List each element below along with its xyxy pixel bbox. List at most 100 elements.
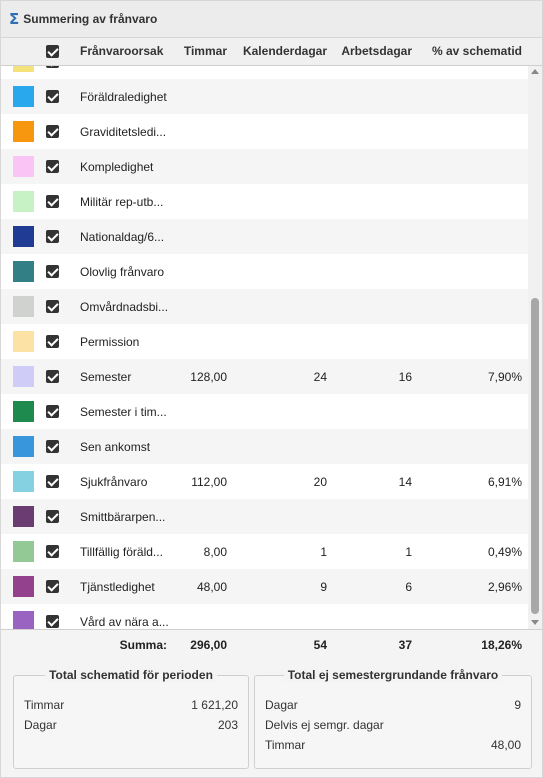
table-row[interactable]: Nationaldag/6... — [1, 219, 528, 254]
absence-reason-name: Sen ankomst — [80, 440, 151, 454]
label: Timmar — [265, 738, 306, 752]
panel-title: Summering av frånvaro — [23, 12, 158, 26]
scrollbar-thumb[interactable] — [531, 298, 539, 614]
row-checkbox[interactable] — [46, 510, 59, 523]
table-row[interactable]: Smittbärarpen... — [1, 499, 528, 534]
column-header-hours[interactable]: Timmar — [183, 44, 227, 58]
scroll-up-arrow-icon[interactable] — [531, 69, 539, 74]
label: Dagar — [265, 698, 298, 712]
table-row[interactable]: Omvårdnadsbi... — [1, 289, 528, 324]
absence-reason-name: Tjänstledighet — [80, 580, 155, 594]
absence-reason-name: Permission — [80, 335, 140, 349]
non-vacation-days-line: Dagar 9 — [265, 698, 521, 714]
cell-hours: 48,00 — [196, 580, 227, 594]
select-all-checkbox[interactable] — [46, 45, 59, 58]
table-row[interactable]: Tjänstledighet 48,00 9 6 2,96% — [1, 569, 528, 604]
table-row[interactable]: Semester i tim... — [1, 394, 528, 429]
summary-row: Summa: 296,00 54 37 18,26% — [1, 629, 542, 659]
table-row[interactable]: Kompledighet — [1, 149, 528, 184]
scroll-down-arrow-icon[interactable] — [531, 620, 539, 625]
absence-reason-name: Graviditetsledi... — [80, 125, 167, 139]
table-row[interactable]: Sjukfrånvaro 112,00 20 14 6,91% — [1, 464, 528, 499]
cell-cal: 9 — [320, 580, 327, 594]
row-checkbox[interactable] — [46, 405, 59, 418]
label: Delvis ej semgr. dagar — [265, 718, 384, 732]
row-checkbox[interactable] — [46, 335, 59, 348]
color-swatch — [13, 401, 34, 422]
table-row[interactable]: Permission — [1, 324, 528, 359]
summary-pct-schedule: 18,26% — [481, 638, 522, 652]
cell-work: 14 — [398, 475, 412, 489]
row-checkbox[interactable] — [46, 230, 59, 243]
table-row[interactable]: Föräldraledighet — [1, 79, 528, 114]
table-row[interactable]: Vård av nära a... — [1, 604, 528, 629]
row-checkbox[interactable] — [46, 475, 59, 488]
table-row[interactable]: Tillfällig föräld... 8,00 1 1 0,49% — [1, 534, 528, 569]
color-swatch — [13, 436, 34, 457]
color-swatch — [13, 471, 34, 492]
row-checkbox[interactable] — [46, 615, 59, 628]
row-checkbox[interactable] — [46, 300, 59, 313]
vertical-scrollbar[interactable] — [528, 66, 542, 629]
total-schedule-hours-line: Timmar 1 621,20 — [24, 698, 238, 714]
partial-non-vacation-days-line: Delvis ej semgr. dagar — [265, 718, 521, 734]
value: 48,00 — [490, 738, 521, 752]
color-swatch — [13, 296, 34, 317]
absence-reason-name: Nationaldag/6... — [80, 230, 165, 244]
absence-reason-name: Kompledighet — [80, 160, 154, 174]
summary-label: Summa: — [119, 638, 167, 652]
row-checkbox[interactable] — [46, 195, 59, 208]
label: Timmar — [24, 698, 65, 712]
cell-pct: 6,91% — [487, 475, 522, 489]
row-checkbox[interactable] — [46, 90, 59, 103]
summary-work-days: 37 — [398, 638, 412, 652]
row-checkbox[interactable] — [46, 160, 59, 173]
non-vacation-absence-box: Total ej semestergrundande frånvaro Daga… — [254, 668, 532, 769]
color-swatch — [13, 66, 34, 72]
table-row[interactable] — [1, 66, 528, 79]
cell-cal: 1 — [320, 545, 327, 559]
total-schedule-title: Total schematid för perioden — [45, 668, 217, 682]
column-header-calendar-days[interactable]: Kalenderdagar — [242, 44, 327, 58]
color-swatch — [13, 611, 34, 629]
absence-reason-name: Vård av nära a... — [80, 615, 169, 629]
row-checkbox[interactable] — [46, 580, 59, 593]
color-swatch — [13, 156, 34, 177]
cell-work: 6 — [405, 580, 412, 594]
column-header-pct-schedule[interactable]: % av schematid — [431, 44, 522, 58]
cell-cal: 20 — [313, 475, 327, 489]
absence-reason-name: Semester — [80, 370, 132, 384]
row-checkbox[interactable] — [46, 66, 59, 68]
total-schedule-box: Total schematid för perioden Timmar 1 62… — [13, 668, 249, 769]
absence-reason-name: Militär rep-utb... — [80, 195, 164, 209]
row-checkbox[interactable] — [46, 545, 59, 558]
color-swatch — [13, 121, 34, 142]
row-checkbox[interactable] — [46, 125, 59, 138]
title-bar: Σ Summering av frånvaro — [1, 1, 542, 38]
column-header-work-days[interactable]: Arbetsdagar — [341, 44, 412, 58]
cell-pct: 0,49% — [487, 545, 522, 559]
color-swatch — [13, 86, 34, 107]
color-swatch — [13, 541, 34, 562]
row-checkbox[interactable] — [46, 265, 59, 278]
row-checkbox[interactable] — [46, 370, 59, 383]
cell-hours: 128,00 — [190, 370, 227, 384]
table-row[interactable]: Graviditetsledi... — [1, 114, 528, 149]
table-row[interactable]: Olovlig frånvaro — [1, 254, 528, 289]
column-header-reason[interactable]: Frånvaroorsak — [80, 44, 164, 58]
table-row[interactable]: Militär rep-utb... — [1, 184, 528, 219]
cell-hours: 112,00 — [191, 475, 227, 489]
non-vacation-hours-line: Timmar 48,00 — [265, 738, 521, 754]
cell-work: 1 — [405, 545, 412, 559]
row-checkbox[interactable] — [46, 440, 59, 453]
color-swatch — [13, 366, 34, 387]
color-swatch — [13, 261, 34, 282]
cell-work: 16 — [398, 370, 412, 384]
non-vacation-absence-title: Total ej semestergrundande frånvaro — [283, 668, 503, 682]
total-schedule-days-line: Dagar 203 — [24, 718, 238, 734]
summary-calendar-days: 54 — [313, 638, 327, 652]
label: Dagar — [24, 718, 57, 732]
table-row[interactable]: Semester 128,00 24 16 7,90% — [1, 359, 528, 394]
table-row[interactable]: Sen ankomst — [1, 429, 528, 464]
